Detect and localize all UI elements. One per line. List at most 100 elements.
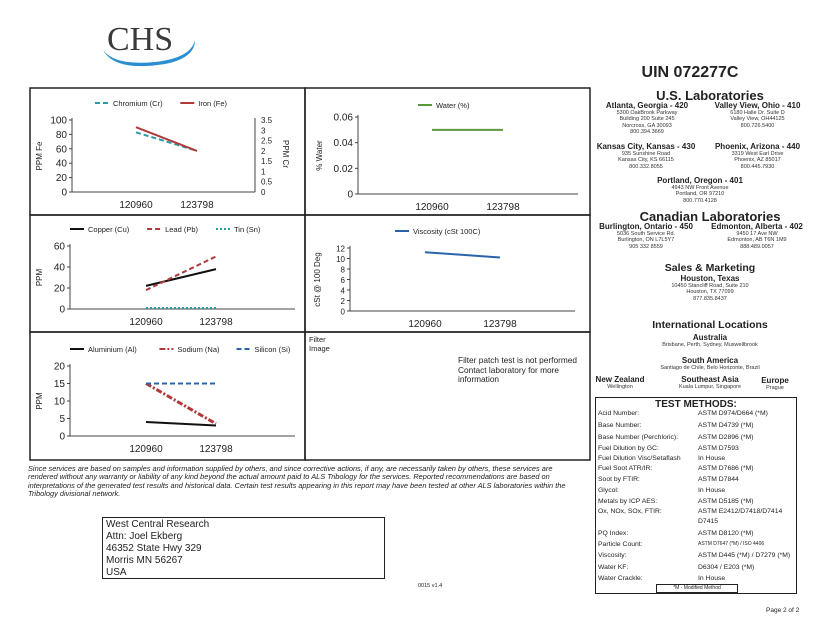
x-tick-label: 120960: [408, 319, 442, 330]
test-method-standard: ASTM D7593: [698, 445, 739, 452]
location-detail: Burlington, ON L7L5Y7: [617, 237, 675, 244]
location-detail: Edmonton, AB T6N 1M9: [727, 237, 787, 244]
legend-label: Water (%): [436, 101, 470, 110]
y-tick-label: 8: [341, 266, 346, 275]
chs-logo: CHS: [103, 21, 195, 67]
y2-tick-label: 2: [261, 147, 266, 156]
y-tick-label: 0: [347, 190, 353, 201]
location-name: Portland, Oregon - 401: [657, 176, 743, 185]
test-method-row: Soot by FTIR: ASTM D7844: [598, 476, 794, 483]
test-method-row: Base Number (Perchloric): ASTM D2896 (*M): [598, 434, 794, 441]
uin-number: UIN 072277C: [641, 64, 739, 81]
test-method-name: Metals by ICP AES:: [598, 498, 658, 505]
legend-label: Tin (Sn): [234, 225, 261, 234]
legend-label: Iron (Fe): [198, 99, 227, 108]
y-tick-label: 6: [341, 276, 346, 285]
test-method-name: Particle Count:: [598, 541, 643, 548]
lab-portland: Portland, Oregon - 401 4943 NW Front Aven…: [640, 176, 760, 204]
y-tick-label: 0: [59, 432, 65, 443]
location-detail: 935 Sunshine Road: [621, 151, 671, 157]
location-detail: Phoenix, AZ 85017: [734, 157, 781, 164]
legend-label: Chromium (Cr): [113, 99, 163, 108]
region-australia: Australia Brisbane, Perth, Sydney, Muswel…: [640, 333, 780, 348]
series-line: [145, 421, 217, 427]
location-name: Phoenix, Arizona - 440: [714, 142, 801, 151]
test-method-name: Acid Number:: [598, 410, 640, 417]
legend-label: Copper (Cu): [88, 225, 130, 234]
test-method-standard: ASTM D7686 (*M): [698, 465, 754, 472]
y2-axis-label: PPM Cr: [281, 140, 290, 168]
x-tick-label: 123798: [199, 444, 233, 455]
location-detail: 800.332.8055: [629, 163, 663, 170]
test-method-row: Water Crackle: In House: [598, 575, 794, 582]
y-tick-label: 20: [56, 173, 68, 184]
location-name: South America: [681, 356, 739, 365]
test-method-standard: In House: [698, 455, 726, 462]
location-detail: 877.835.8437: [693, 295, 727, 302]
location-detail: 6180 Halle Dr. Suite D: [730, 110, 785, 116]
y-axis-label: PPM: [35, 269, 44, 287]
test-method-row: Viscosity: ASTM D445 (*M) / D7279 (*M): [598, 552, 794, 559]
test-method-row: Water KF: D6304 / E203 (*M): [598, 564, 794, 571]
y-axis-label: % Water: [315, 140, 324, 171]
y2-tick-label: 0.5: [261, 178, 273, 187]
filter-message: Filter patch test is not performed Conta…: [458, 355, 577, 384]
series-line: [135, 126, 198, 152]
location-detail: 800.394.3669: [630, 129, 664, 136]
series-line: [135, 131, 198, 152]
location-name: Southeast Asia: [681, 375, 739, 384]
y-axis-label: cSt @ 100 Deg: [313, 252, 322, 306]
y-tick-label: 80: [56, 130, 68, 141]
location-detail: Kansas City, KS 66115: [618, 157, 674, 164]
legend-label: Lead (Pb): [165, 225, 198, 234]
location-name: Edmonton, Alberta - 402: [711, 222, 803, 231]
test-method-standard: ASTM D5185 (*M): [698, 498, 754, 505]
y-tick-label: 12: [336, 245, 345, 254]
sales-heading: Sales & Marketing: [620, 262, 800, 274]
location-detail: Brisbane, Perth, Sydney, Muswellbrook: [662, 342, 758, 348]
series-line: [424, 251, 501, 259]
location-detail: Building 200 Suite 245: [619, 116, 675, 123]
test-method-row: Ox, NOx, SOx, FTIR: ASTM E2412/D7418/D741…: [598, 508, 794, 515]
modified-method-note: *M - Modified Method: [656, 584, 738, 593]
test-method-row: Acid Number: ASTM D974/D664 (*M): [598, 410, 794, 417]
y-tick-label: 60: [54, 242, 66, 253]
location-detail: Kuala Lumpur, Singapore: [678, 384, 742, 390]
test-method-name: Fuel Dilution by GC:: [598, 445, 659, 452]
location-detail: 905 332 8559: [629, 243, 663, 250]
test-method-standard: ASTM D7647 (*M) / ISO 4406: [698, 541, 765, 547]
location-detail: 9450 17 Ave NW: [736, 231, 778, 237]
legend-label: Aluminium (Al): [88, 345, 137, 354]
x-tick-label: 120960: [129, 317, 163, 328]
lab-valley-view: Valley View, Ohio - 410 6180 Halle Dr. Su…: [700, 101, 815, 129]
sales-houston: Houston, Texas 10450 Stancliff Road, Suit…: [620, 274, 800, 302]
location-detail: 888.489.0057: [740, 243, 774, 250]
y2-tick-label: 0: [261, 188, 266, 197]
y-tick-label: 40: [54, 263, 66, 274]
location-detail: Portland, OR 97210: [675, 191, 725, 198]
canadian-labs-heading: Canadian Laboratories: [620, 209, 800, 224]
y-tick-label: 60: [56, 144, 68, 155]
legend-label: Sodium (Na): [177, 345, 220, 354]
lab-phoenix: Phoenix, Arizona - 440 3319 West Earl Dri…: [700, 142, 815, 170]
y-axis-label: PPM Fe: [35, 141, 44, 170]
test-method-name: Soot by FTIR:: [598, 476, 640, 483]
location-detail: 5300 OakBrook Parkway: [616, 110, 678, 116]
y2-tick-label: 3: [261, 126, 266, 135]
x-tick-label: 120960: [129, 444, 163, 455]
location-detail: 4943 NW Front Avenue: [671, 185, 729, 191]
disclaimer: Since services are based on samples and …: [28, 464, 566, 499]
test-method-row: Fuel Dilution Visc/Setaflash In House: [598, 455, 794, 462]
lab-burlington: Burlington, Ontario - 450 5036 South Serv…: [590, 222, 702, 250]
location-name: International Locations: [652, 319, 768, 331]
filter-label-line: Image: [309, 344, 330, 353]
location-detail: 3319 West Earl Drive: [731, 151, 784, 157]
region-new-zealand: New Zealand Wellington: [590, 375, 650, 390]
filter-image-label: Filter Image: [309, 335, 330, 353]
y-tick-label: 4: [341, 287, 346, 296]
x-tick-label: 123798: [483, 319, 517, 330]
location-detail: Wellington: [607, 384, 633, 390]
y-tick-label: 0.04: [334, 138, 354, 149]
